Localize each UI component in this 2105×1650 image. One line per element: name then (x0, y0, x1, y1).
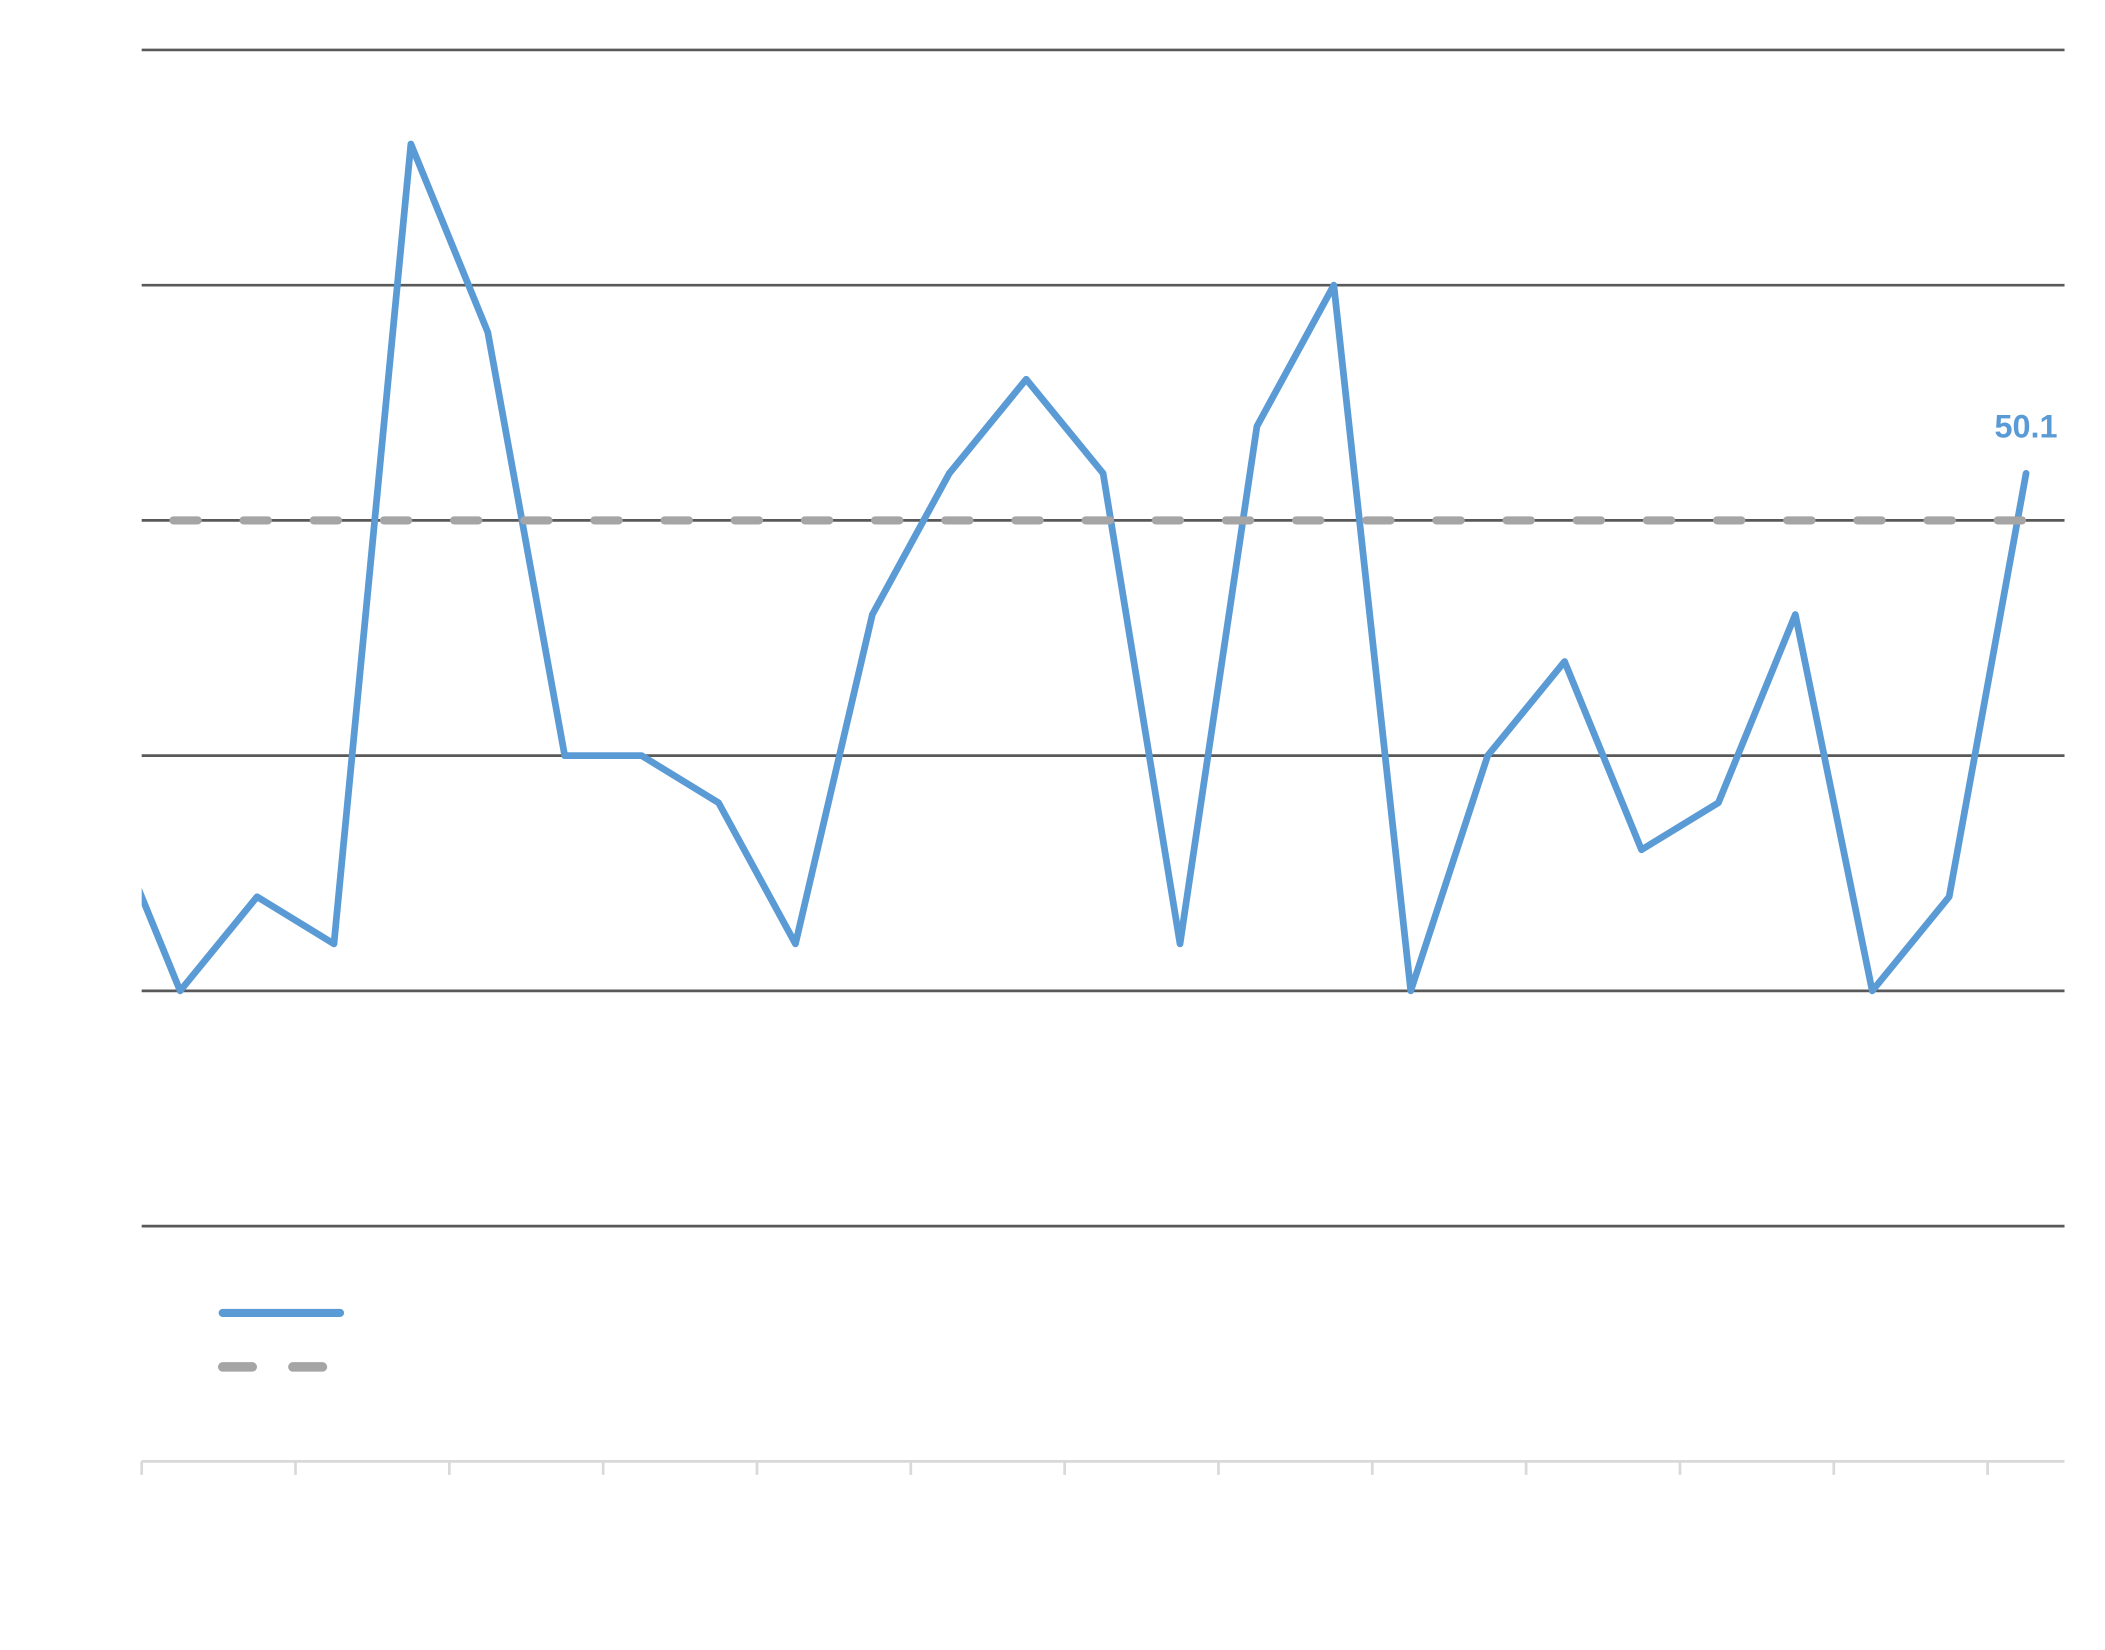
data-labels: 50.1 (1995, 408, 2058, 444)
x-axis (140, 1460, 2065, 1475)
data-label: 50.1 (1995, 408, 2058, 444)
series-line (141, 140, 2030, 995)
grid (141, 48, 2065, 1228)
legend (217, 1308, 345, 1372)
plot-area (141, 140, 2031, 995)
